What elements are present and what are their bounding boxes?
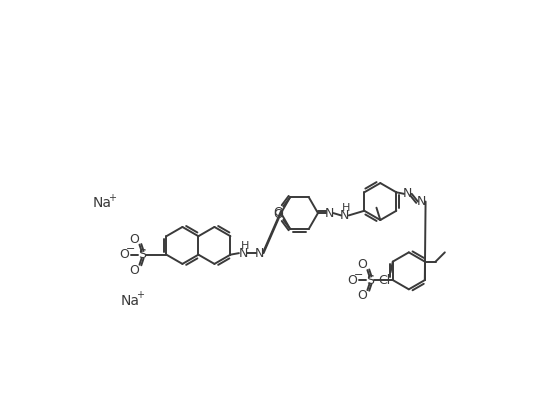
Text: N: N xyxy=(255,247,264,260)
Text: −: − xyxy=(353,270,363,280)
Text: O: O xyxy=(273,206,283,219)
Text: N: N xyxy=(239,247,248,260)
Text: −: − xyxy=(126,244,135,254)
Text: O: O xyxy=(273,207,283,220)
Text: O: O xyxy=(129,263,139,276)
Text: O: O xyxy=(357,289,367,302)
Text: +: + xyxy=(108,193,117,203)
Text: O: O xyxy=(347,274,357,287)
Text: +: + xyxy=(136,290,144,301)
Text: O: O xyxy=(129,233,139,246)
Text: N: N xyxy=(325,207,334,220)
Text: O: O xyxy=(357,258,367,271)
Text: H: H xyxy=(241,241,249,251)
Text: Na: Na xyxy=(121,294,140,308)
Text: Na: Na xyxy=(93,196,112,210)
Text: N: N xyxy=(340,209,350,222)
Text: O: O xyxy=(119,248,129,261)
Text: N: N xyxy=(403,187,412,200)
Text: N: N xyxy=(417,195,426,208)
Text: S: S xyxy=(138,248,146,261)
Text: S: S xyxy=(366,274,374,287)
Text: Cl: Cl xyxy=(378,274,390,288)
Text: H: H xyxy=(342,203,351,213)
